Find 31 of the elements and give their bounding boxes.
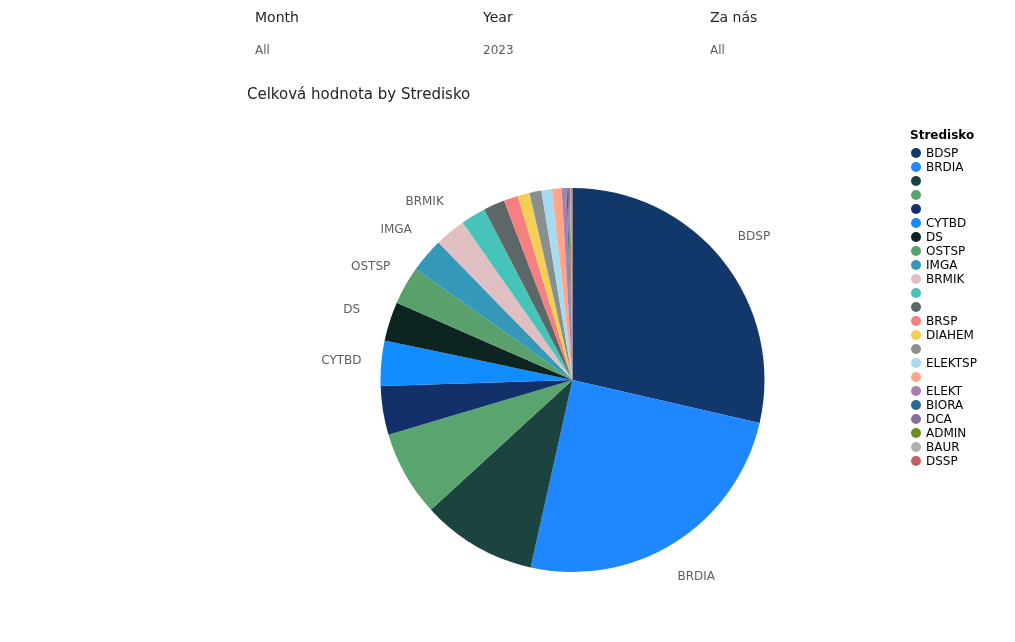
text: All bbox=[255, 43, 270, 57]
legend-label: CYTBD bbox=[926, 216, 967, 230]
slice-label: BDSP bbox=[737, 228, 771, 243]
legend-label: BIORA bbox=[926, 398, 965, 412]
legend-label: DCA bbox=[926, 412, 953, 426]
text: Za nás bbox=[710, 9, 758, 25]
legend-label: BRSP bbox=[926, 314, 958, 328]
slice-label: CYTBD bbox=[321, 352, 362, 367]
legend-label: ADMIN bbox=[926, 426, 967, 440]
legend-label: OSTSP bbox=[926, 244, 966, 258]
slice-label: IMGA bbox=[380, 222, 413, 237]
slice-label: DS bbox=[343, 302, 361, 316]
legend-label: ELEKTSP bbox=[926, 356, 977, 370]
slice-label: BRDIA bbox=[677, 569, 716, 584]
legend-label: ELEKT bbox=[926, 384, 963, 398]
text: Month bbox=[255, 9, 299, 25]
chart-title: Celková hodnota by Stredisko bbox=[247, 85, 471, 103]
legend-label: BRDIA bbox=[926, 160, 965, 174]
legend-label: DS bbox=[926, 230, 943, 244]
slice-label: OSTSP bbox=[350, 258, 391, 273]
slice-label: BRMIK bbox=[405, 194, 445, 209]
legend-label: BAUR bbox=[926, 440, 960, 454]
legend-label: BRMIK bbox=[926, 272, 966, 286]
text: 2023 bbox=[483, 43, 514, 57]
text: Year bbox=[482, 9, 513, 25]
text: All bbox=[710, 43, 725, 57]
legend-label: BDSP bbox=[926, 146, 959, 160]
legend-title: Stredisko bbox=[910, 128, 975, 142]
legend-label: DIAHEM bbox=[926, 328, 974, 342]
legend-label: DSSP bbox=[926, 454, 958, 468]
legend-label: IMGA bbox=[926, 258, 959, 272]
